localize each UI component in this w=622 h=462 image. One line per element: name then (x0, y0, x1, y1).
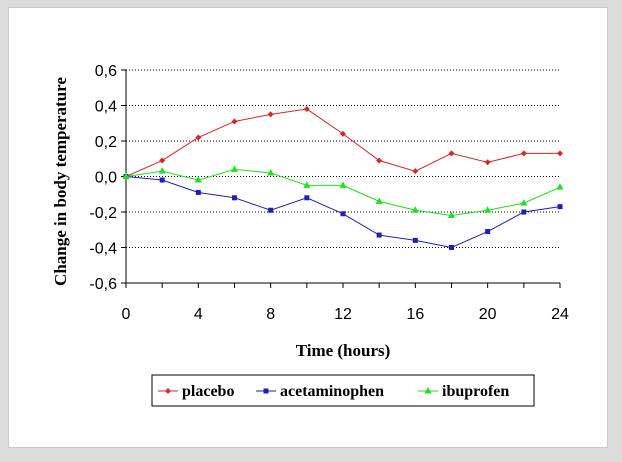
data-point-ibuprofen (556, 183, 564, 190)
data-point-acetaminophen (485, 229, 491, 235)
data-point-ibuprofen (194, 176, 202, 183)
data-point-placebo (159, 157, 166, 164)
series-line-placebo (125, 108, 560, 177)
data-point-placebo (520, 150, 527, 157)
gridlines (126, 69, 560, 248)
data-point-placebo (303, 106, 310, 113)
data-point-acetaminophen (557, 204, 563, 210)
y-tick-label: 0,6 (95, 63, 117, 80)
data-point-acetaminophen (340, 211, 346, 217)
data-point-ibuprofen (484, 206, 492, 213)
data-point-placebo (267, 111, 274, 118)
data-point-acetaminophen (195, 189, 201, 195)
data-point-acetaminophen (376, 232, 382, 238)
data-point-ibuprofen (122, 172, 130, 179)
data-point-acetaminophen (159, 177, 165, 183)
y-axis-title: Change in body temperature (51, 77, 70, 286)
data-point-placebo (195, 134, 202, 141)
x-tick-label: 24 (551, 306, 569, 323)
data-point-acetaminophen (304, 195, 310, 201)
data-point-placebo (376, 157, 383, 164)
legend-label-placebo: placebo (182, 383, 234, 400)
legend-label-acetaminophen: acetaminophen (280, 383, 384, 400)
legend: placebo acetaminophen ibuprofen (151, 374, 535, 407)
legend-marker-placebo (165, 388, 171, 394)
y-tick-label: -0,4 (89, 241, 117, 258)
data-point-placebo (448, 150, 455, 157)
tick-labels: 0,6 0,4 0,2 0,0 -0,2 -0,4 -0,6 0 4 8 12 16 20 24 (89, 63, 569, 323)
x-tick-label: 16 (406, 306, 424, 323)
series-lines (122, 106, 564, 250)
data-point-acetaminophen (268, 207, 274, 213)
legend-marker-acetaminophen (263, 388, 269, 394)
data-point-acetaminophen (521, 209, 527, 215)
y-tick-label: 0,0 (95, 170, 117, 187)
data-point-ibuprofen (375, 197, 383, 204)
y-tick-label: 0,2 (95, 134, 117, 151)
data-point-placebo (484, 159, 491, 166)
legend-marker-ibuprofen (424, 387, 432, 394)
data-point-ibuprofen (520, 199, 528, 206)
y-tick-label: 0,4 (95, 99, 117, 116)
data-point-ibuprofen (303, 181, 311, 188)
data-point-acetaminophen (232, 195, 237, 201)
data-point-acetaminophen (449, 245, 454, 250)
y-tick-label: -0,6 (89, 276, 117, 293)
x-tick-label: 12 (334, 306, 352, 323)
x-tick-label: 0 (122, 306, 131, 323)
x-tick-label: 4 (194, 306, 203, 323)
data-point-placebo (231, 118, 238, 125)
data-point-ibuprofen (339, 181, 347, 188)
data-point-acetaminophen (412, 237, 418, 243)
data-point-ibuprofen (158, 167, 166, 174)
legend-box (151, 374, 535, 407)
data-point-ibuprofen (267, 168, 275, 176)
data-point-placebo (340, 130, 346, 137)
data-point-placebo (557, 150, 563, 157)
data-point-ibuprofen (448, 211, 455, 219)
x-tick-label: 20 (479, 306, 497, 323)
x-axis-title: Time (hours) (296, 341, 391, 360)
y-tick-label: -0,2 (89, 205, 117, 222)
data-point-ibuprofen (411, 206, 419, 213)
x-tick-label: 8 (266, 306, 275, 323)
data-point-placebo (412, 168, 419, 175)
legend-label-ibuprofen: ibuprofen (442, 383, 509, 400)
axes (121, 69, 561, 288)
data-point-ibuprofen (231, 165, 238, 172)
